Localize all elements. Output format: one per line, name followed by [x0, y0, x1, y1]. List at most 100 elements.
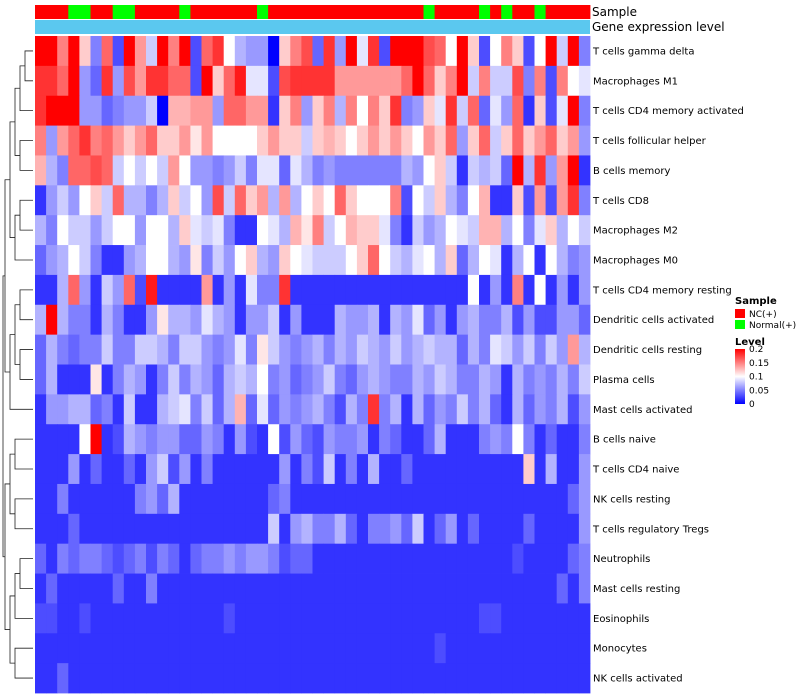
heatmap-cell — [523, 513, 535, 545]
heatmap-cell — [434, 155, 447, 186]
heatmap-cell — [68, 454, 80, 485]
legend-level-title: Level — [735, 337, 765, 348]
heatmap-cell — [234, 573, 247, 604]
heatmap-cell — [101, 334, 114, 365]
heatmap-cell — [35, 633, 47, 664]
heatmap-cell — [245, 633, 258, 664]
heatmap-cell — [556, 65, 569, 97]
heatmap-cell — [223, 334, 236, 365]
heatmap-cell — [79, 95, 91, 126]
heatmap-cell — [157, 543, 169, 574]
heatmap-cell — [368, 95, 380, 126]
heatmap-cell — [223, 304, 236, 336]
heatmap-cell — [223, 65, 236, 97]
heatmap-cell — [445, 603, 458, 634]
sample-cell-1 — [35, 5, 47, 19]
heatmap-cell — [490, 483, 502, 515]
dendrogram-branch — [24, 50, 33, 82]
heatmap-cell — [556, 334, 569, 365]
heatmap-cell — [545, 633, 558, 664]
heatmap-cell — [35, 424, 47, 455]
heatmap-cell — [334, 394, 347, 425]
heatmap-cell — [245, 364, 258, 395]
heatmap-cell — [46, 304, 58, 336]
heatmap-cell — [57, 454, 69, 485]
heatmap-cell — [101, 65, 114, 97]
heatmap-cell — [434, 65, 447, 97]
heatmap-cell — [46, 185, 58, 216]
heatmap-cell — [101, 394, 114, 425]
heatmap-cell — [301, 155, 313, 186]
heatmap-cell — [456, 155, 469, 186]
heatmap-cell — [523, 603, 535, 634]
heatmap-cell — [112, 513, 125, 545]
heatmap-cell — [578, 185, 591, 216]
heatmap-cell — [534, 274, 546, 306]
heatmap-cell — [390, 454, 402, 485]
heatmap-cell — [146, 334, 158, 365]
heatmap-cell — [490, 274, 502, 306]
heatmap-cell — [301, 274, 313, 306]
heatmap-cell — [101, 155, 114, 186]
heatmap-cell — [57, 633, 69, 664]
heatmap-cell — [68, 633, 80, 664]
heatmap-cell — [467, 394, 480, 425]
heatmap-cell — [90, 543, 102, 574]
heatmap-cell — [334, 543, 347, 574]
heatmap-cell — [412, 483, 424, 515]
heatmap-cell — [501, 394, 513, 425]
heatmap-cell — [134, 633, 147, 664]
heatmap-cell — [201, 334, 213, 365]
heatmap-cell — [401, 573, 413, 604]
heatmap-cell — [146, 394, 158, 425]
heatmap-cell — [112, 543, 125, 574]
heatmap-cell — [534, 125, 546, 156]
row-label: T cells CD8 — [592, 196, 649, 207]
heatmap-cell — [379, 36, 391, 67]
sample-cell-42 — [490, 5, 502, 19]
heatmap-cell — [123, 424, 136, 455]
heatmap-cell — [35, 663, 47, 694]
heatmap-cell — [79, 364, 91, 395]
heatmap-cell — [412, 185, 424, 216]
heatmap-cell — [301, 543, 313, 574]
heatmap-cell — [279, 245, 291, 276]
heatmap-cell — [57, 245, 69, 276]
heatmap-cell — [245, 663, 258, 694]
heatmap-cell — [368, 543, 380, 574]
heatmap-cell — [534, 633, 546, 664]
heatmap-cell — [512, 513, 524, 545]
heatmap-cell — [312, 304, 324, 336]
heatmap-cell — [567, 424, 580, 455]
heatmap-cell — [146, 483, 158, 515]
heatmap-cell — [334, 65, 347, 97]
heatmap-cell — [479, 394, 491, 425]
heatmap-cell — [390, 304, 402, 336]
heatmap-cell — [323, 543, 336, 574]
heatmap-cell — [523, 95, 535, 126]
heatmap-cell — [368, 334, 380, 365]
heatmap-cell — [401, 364, 413, 395]
heatmap-cell — [179, 454, 191, 485]
heatmap-cell — [390, 274, 402, 306]
sample-cell-13 — [168, 5, 180, 19]
heatmap-cell — [212, 215, 225, 246]
heatmap-cell — [345, 334, 358, 365]
heatmap-cell — [334, 454, 347, 485]
row-label: Macrophages M1 — [593, 76, 678, 87]
heatmap-cell — [157, 304, 169, 336]
heatmap-cell — [412, 304, 424, 336]
heatmap-cell — [512, 573, 524, 604]
heatmap-cell — [512, 245, 524, 276]
sample-cell-11 — [146, 5, 158, 19]
heatmap-cell — [467, 185, 480, 216]
heatmap-cell — [556, 185, 569, 216]
heatmap-cell — [379, 483, 391, 515]
heatmap-cell — [434, 125, 447, 156]
heatmap-cell — [567, 633, 580, 664]
heatmap-cell — [534, 483, 546, 515]
heatmap-cell — [490, 125, 502, 156]
heatmap-cell — [512, 424, 524, 455]
dendrogram-branch — [19, 289, 33, 321]
